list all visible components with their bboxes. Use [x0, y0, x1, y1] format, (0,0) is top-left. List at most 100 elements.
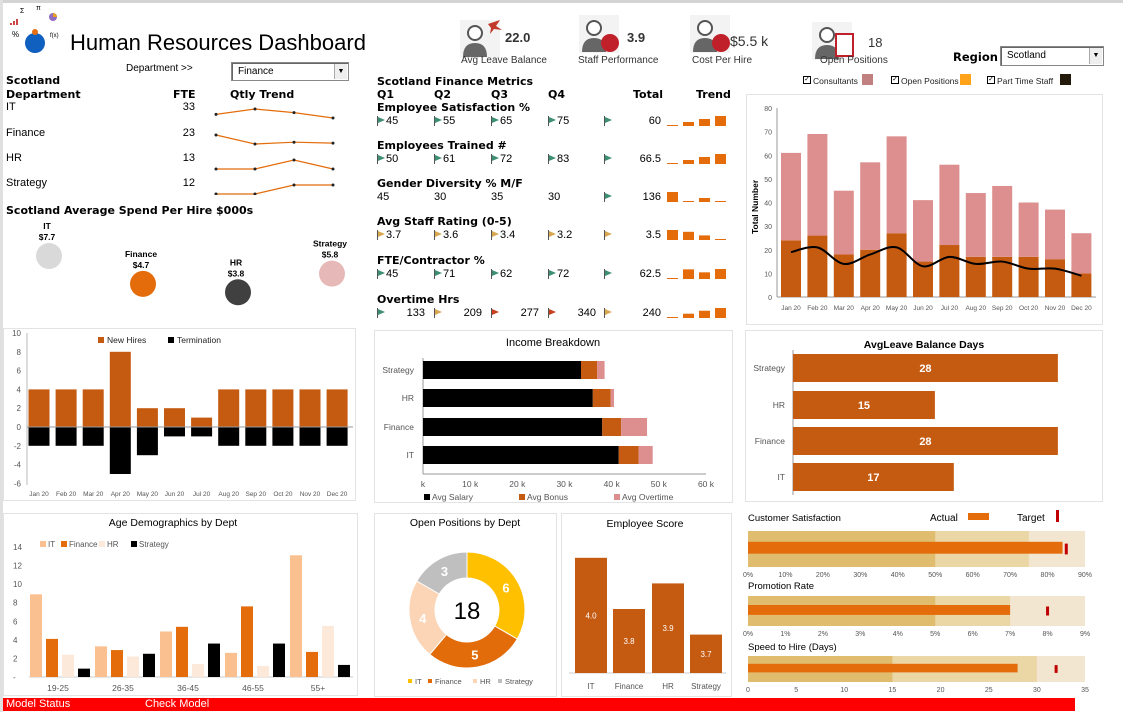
flag-shape	[605, 309, 612, 315]
axis-tick-label: 80%	[1041, 572, 1055, 579]
bar	[78, 668, 90, 677]
spend-bubble-name: Strategy	[313, 239, 347, 249]
region-select[interactable]: Scotland ▼	[1000, 46, 1104, 66]
spend-bubble	[225, 279, 251, 306]
bar	[62, 654, 74, 677]
top-border	[0, 0, 1123, 3]
legend-checkbox[interactable]: ✓	[803, 76, 811, 84]
x-tick-label: May 20	[886, 305, 908, 312]
bar	[257, 665, 269, 677]
metric-total: 3.5	[645, 229, 661, 241]
spend-bubble-name: Finance	[125, 249, 157, 259]
x-tick-label: 60 k	[698, 479, 715, 489]
chevron-down-icon[interactable]: ▼	[1089, 48, 1102, 64]
fte-col-trend: Qtly Trend	[230, 88, 295, 101]
trend-bar	[667, 230, 678, 240]
flag-icon	[604, 269, 612, 279]
x-tick-label: 55+	[311, 683, 325, 693]
y-tick-label: 80	[764, 106, 772, 113]
legend-label: Termination	[177, 335, 221, 345]
flag-shape	[492, 231, 499, 237]
airplane-shape	[488, 20, 502, 34]
chart-title: Employee Score	[606, 518, 683, 530]
legend-swatch	[519, 494, 525, 500]
metric-q-value: 340	[577, 307, 596, 319]
employee-score-chart: Employee Score 4.0 IT 3.8 Finance 3.9 HR 3.7 Str…	[569, 518, 726, 691]
chart-title: Age Demographics by Dept	[109, 517, 237, 529]
metrics-header: Q4	[548, 88, 566, 101]
trend-bar	[667, 192, 678, 202]
flag-shape	[549, 309, 556, 315]
left-border	[0, 0, 3, 712]
bar	[28, 389, 50, 427]
y-tick-label: 70	[764, 130, 772, 137]
bar	[109, 351, 131, 427]
trend-bar	[699, 119, 710, 126]
bar-segment	[886, 136, 907, 234]
bar	[326, 427, 348, 446]
legend-label: Open Positions	[901, 76, 959, 86]
bar	[613, 609, 645, 673]
head-shape	[819, 27, 835, 43]
chevron-down-icon[interactable]: ▼	[334, 64, 347, 79]
age-demographics-chart: Age Demographics by Dept - 2 4 6 8 10 12 14 19-25…	[13, 517, 353, 693]
department-select[interactable]: Finance ▼	[231, 62, 349, 81]
flag-icon	[377, 154, 385, 164]
kpi-label: Cost Per Hire	[692, 55, 753, 66]
kpi-label: Avg Leave Balance	[461, 55, 547, 66]
page-title: Human Resources Dashboard	[70, 30, 366, 55]
flag-shape	[605, 117, 612, 123]
x-tick-label: Jan 20	[29, 491, 49, 498]
bar	[793, 391, 935, 419]
donut-center-total: 18	[454, 598, 481, 625]
bar	[143, 653, 155, 677]
legend-label: Strategy	[505, 677, 533, 686]
model-status-value[interactable]: Check Model	[145, 698, 210, 710]
bar	[208, 643, 220, 677]
metric-q-value: 3.4	[500, 229, 516, 241]
legend-swatch	[61, 541, 67, 547]
legend-swatch	[131, 541, 137, 547]
legend-label: HR	[480, 677, 491, 686]
metric-q-value: 83	[557, 153, 570, 165]
bar	[164, 427, 185, 437]
legend-label: Part Time Staff	[997, 76, 1054, 86]
flag-shape	[435, 270, 442, 276]
bar	[95, 646, 107, 677]
legend-swatch	[960, 74, 971, 85]
bar-segment	[860, 162, 881, 250]
y-tick-label: 12	[13, 562, 22, 571]
y-tick-label: 0	[768, 295, 772, 302]
legend-swatch	[168, 337, 174, 343]
flag-shape	[492, 117, 499, 123]
legend-checkbox[interactable]: ✓	[891, 76, 899, 84]
trend-bar	[699, 198, 710, 202]
legend-label: Avg Overtime	[622, 492, 674, 502]
donut-slice	[416, 551, 468, 595]
sparkline	[215, 134, 334, 145]
metric-q-value: 30	[434, 191, 447, 203]
x-tick-label: 36-45	[177, 683, 199, 693]
svg-text:π: π	[36, 5, 41, 12]
x-tick-label: 30 k	[556, 479, 573, 489]
legend-label: Strategy	[139, 540, 169, 549]
sparkline-point	[214, 112, 218, 116]
region-select-value: Scotland	[1007, 50, 1046, 61]
flag-icon	[548, 269, 556, 279]
bar	[192, 663, 204, 677]
bar	[273, 643, 285, 677]
legend-checkbox[interactable]: ✓	[987, 76, 995, 84]
flag-icon	[491, 308, 499, 318]
bar-segment	[807, 133, 828, 236]
bar	[290, 555, 302, 677]
data-label: 15	[858, 400, 870, 412]
sparkline-point	[292, 140, 296, 144]
donut-slice	[466, 551, 526, 640]
y-tick-label: 60	[764, 153, 772, 160]
kpi-value: $5.5 k	[730, 33, 769, 49]
metric-q-value: 55	[443, 115, 456, 127]
x-tick-label: Jul 20	[941, 305, 959, 312]
bar	[338, 664, 350, 677]
x-tick-label: 50 k	[651, 479, 668, 489]
